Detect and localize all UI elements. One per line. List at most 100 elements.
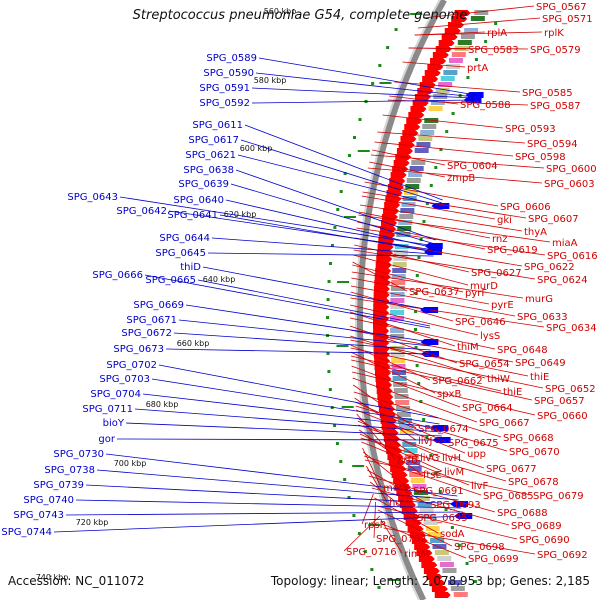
marker-dot	[450, 526, 454, 529]
cds-forward-block	[389, 178, 406, 184]
gene-label-forward: rnz	[492, 234, 508, 245]
cds-forward-block	[380, 220, 397, 226]
function-class-block	[393, 388, 408, 393]
marker-dot	[326, 316, 330, 319]
cds-forward-block	[391, 472, 408, 478]
function-class-block	[426, 112, 441, 117]
cds-forward-block	[410, 106, 427, 112]
cds-forward-block	[432, 52, 449, 58]
gene-label-reverse: SPG_0711	[82, 404, 133, 415]
gene-label-reverse: SPG_0702	[106, 360, 157, 371]
gene-label-forward: ftsE	[423, 470, 442, 481]
cds-forward-block	[434, 592, 451, 598]
cds-forward-block	[376, 382, 393, 388]
leader-line-forward	[355, 405, 508, 452]
cds-forward-block	[441, 34, 458, 40]
cds-forward-block	[418, 556, 435, 562]
function-class-block	[405, 184, 420, 189]
gene-label-forward: SPG_0690	[519, 535, 570, 546]
function-class-block	[401, 436, 416, 441]
function-class-block	[412, 484, 427, 489]
function-class-block	[410, 478, 425, 483]
gene-label-forward: SPG_0587	[530, 101, 581, 112]
cds-forward-block	[373, 304, 390, 310]
function-class-block	[408, 172, 423, 177]
leader-line-forward	[353, 391, 502, 438]
function-class-block	[402, 442, 417, 447]
gene-label-forward: gki	[497, 215, 512, 226]
function-class-block	[399, 430, 414, 435]
gene-label-forward: livM	[444, 467, 464, 478]
marker-dot	[333, 424, 337, 427]
gene-label-forward: rplK	[544, 28, 564, 39]
leader-line-forward	[350, 339, 529, 377]
gene-label-forward: thyA	[524, 227, 547, 238]
gene-label-forward: SPG_0593	[505, 124, 556, 135]
gene-label-forward: SPG_0603	[544, 179, 595, 190]
leader-line-forward	[377, 131, 526, 144]
gene-label-reverse: SPG_0589	[206, 53, 257, 64]
marker-dot	[370, 568, 374, 571]
gene-label-reverse: bioY	[103, 418, 125, 429]
gene-label-forward: livH	[442, 453, 461, 464]
gene-label-forward: SPG_0594	[527, 139, 578, 150]
tick-label: 680 kbp	[146, 400, 179, 409]
function-class-block	[406, 178, 421, 183]
leader-line-forward	[369, 161, 446, 178]
cds-forward-block	[376, 256, 393, 262]
cds-forward-block	[438, 40, 455, 46]
cds-forward-block	[404, 124, 421, 130]
cds-forward-block	[381, 424, 398, 430]
marker-dot	[439, 148, 443, 151]
leader-line-reverse	[151, 378, 440, 425]
gene-label-forward: SPG_0585	[522, 88, 573, 99]
gene-label-forward: SPG_0637	[409, 287, 460, 298]
gene-label-reverse: SPG_0642	[116, 206, 167, 217]
gene-label-reverse: SPG_0617	[188, 135, 239, 146]
gene-label-forward: murD	[470, 281, 498, 292]
function-class-block	[397, 226, 412, 231]
tick-label: 600 kbp	[240, 144, 273, 153]
gene-label-reverse: SPG_0639	[178, 179, 229, 190]
leader-line-forward	[394, 81, 521, 93]
leader-line-reverse	[96, 469, 459, 501]
function-class-block	[414, 148, 429, 153]
leader-line-forward	[356, 409, 466, 454]
gene-label-forward: SPG_0633	[517, 312, 568, 323]
gene-label-forward: SPG_0607	[528, 214, 579, 225]
leader-line-forward	[382, 523, 467, 559]
leader-line-reverse	[235, 169, 436, 241]
cds-forward-block	[417, 88, 434, 94]
leader-line-forward	[380, 519, 403, 554]
marker-dot	[433, 472, 437, 475]
leader-line-reverse	[125, 422, 442, 437]
leader-line-forward	[362, 191, 527, 219]
tick-label: 620 kbp	[224, 210, 257, 219]
function-class-block	[453, 592, 468, 597]
marker-dot	[330, 244, 334, 247]
function-class-block	[437, 556, 452, 561]
cds-forward-block	[400, 136, 417, 142]
gene-label-forward: SPG_0679	[533, 491, 584, 502]
marker-dot	[474, 58, 478, 61]
function-class-block	[399, 214, 414, 219]
function-class-block	[390, 334, 405, 339]
cds-forward-block	[427, 64, 444, 70]
leader-line-forward	[356, 227, 546, 256]
gene-label-forward: livJ	[418, 436, 432, 447]
gene-label-reverse: SPG_0666	[92, 270, 143, 281]
gene-label-reverse: SPG_0611	[192, 120, 243, 131]
leader-line-forward	[382, 114, 504, 129]
tick-label: 640 kbp	[203, 275, 236, 284]
gene-label-forward: SPG_0634	[546, 323, 597, 334]
gene-label-forward: upp	[467, 449, 486, 460]
gene-label-forward: livF	[471, 481, 488, 492]
leader-line-forward	[418, 17, 541, 29]
leader-line-forward	[360, 437, 507, 482]
leader-line-reverse	[119, 196, 435, 247]
marker-dot	[339, 190, 343, 193]
leader-line-reverse	[134, 408, 441, 433]
map-title: Streptococcus pneumoniae G54, complete g…	[132, 8, 468, 23]
gene-label-reverse: SPG_0743	[13, 510, 64, 521]
gene-label-reverse: SPG_0669	[133, 300, 184, 311]
